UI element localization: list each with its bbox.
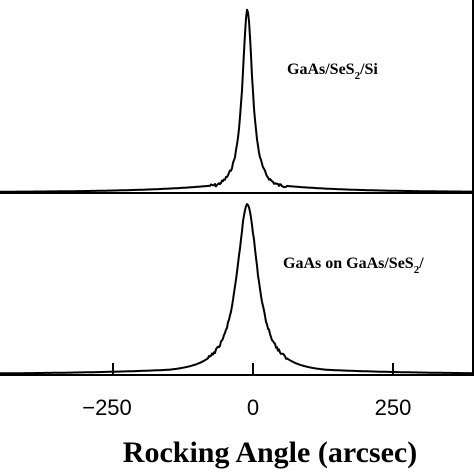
series-label-gaas-ses2-si: GaAs/SeS2/Si: [287, 61, 378, 82]
x-tick-label: 250: [375, 395, 412, 420]
x-tick-label: −250: [82, 395, 132, 420]
x-axis-ticks: −250 0 250: [82, 363, 411, 420]
rocking-curve-gaas-on-gaas-ses2: [0, 203, 473, 375]
x-axis-title: Rocking Angle (arcsec): [123, 436, 417, 469]
rocking-curve-gaas-ses2-si: [0, 8, 473, 193]
series-label-gaas-on-gaas-ses2: GaAs on GaAs/SeS2/: [283, 255, 424, 276]
x-tick-label: 0: [247, 395, 259, 420]
